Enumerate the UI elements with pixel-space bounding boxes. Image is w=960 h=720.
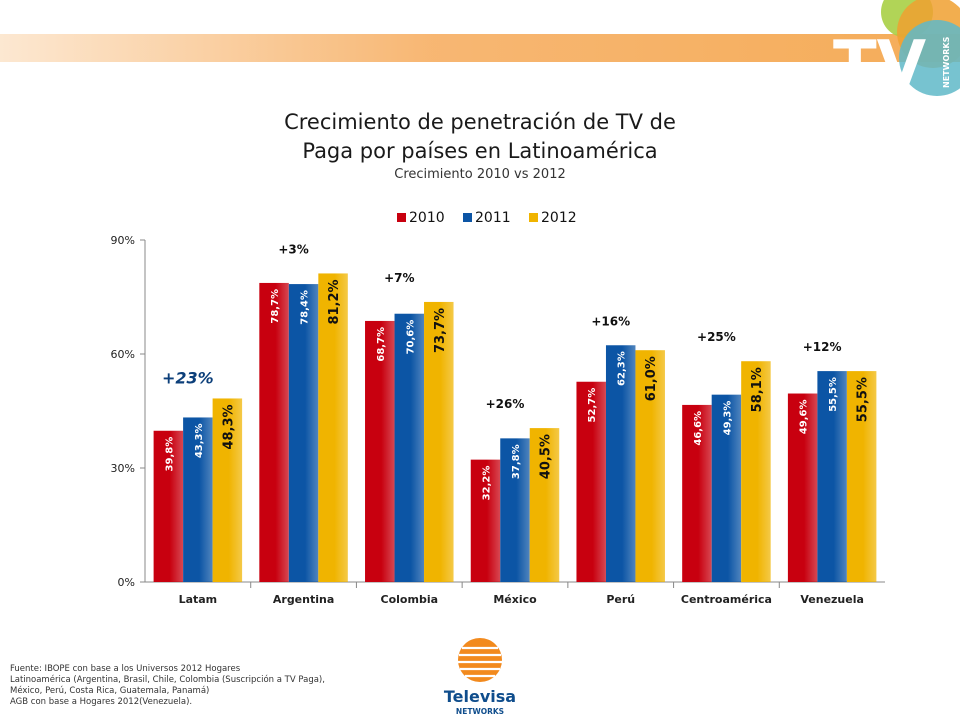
bar-2010 (259, 282, 289, 582)
growth-label: +7% (384, 271, 414, 285)
logo-networks-text: NETWORKS (942, 36, 951, 88)
bar-2011 (711, 394, 742, 582)
growth-label: +16% (591, 314, 630, 328)
bar-data-label: 62,3% (617, 351, 628, 386)
growth-label: +12% (803, 340, 842, 354)
bar-2011 (288, 284, 319, 582)
source-line-1: Fuente: IBOPE con base a los Universos 2… (10, 664, 241, 674)
x-tick-label: Perú (606, 593, 635, 606)
growth-label: +26% (486, 397, 525, 411)
televisa-logo: Televisa NETWORKS (444, 638, 516, 716)
y-tick-label: 60% (111, 348, 135, 361)
bar-2012 (424, 301, 454, 582)
bar-2012 (635, 350, 665, 582)
bar-2010 (365, 320, 395, 582)
legend-label: 2011 (475, 210, 511, 226)
bar-data-label: 48,3% (221, 404, 236, 449)
bar-2012 (529, 428, 560, 582)
bar-2012 (741, 361, 771, 582)
bar-data-label: 68,7% (376, 327, 387, 362)
bar-2010 (153, 430, 184, 582)
chart-title: Crecimiento de penetración de TV de Paga… (230, 108, 730, 166)
legend-label: 2012 (541, 210, 577, 226)
bar-data-label: 78,7% (270, 289, 281, 324)
bar-2010 (576, 381, 606, 582)
x-tick-label: Venezuela (800, 593, 864, 606)
bar-2011 (183, 417, 213, 582)
legend-swatch-2012 (529, 213, 538, 222)
legend-label: 2010 (409, 210, 445, 226)
y-tick-label: 90% (111, 234, 135, 247)
bar-data-label: 49,6% (799, 400, 810, 435)
bar-2012 (318, 273, 348, 582)
growth-label: +25% (697, 330, 736, 344)
header-decor-bar (0, 34, 960, 62)
bar-data-label: 55,5% (828, 377, 839, 412)
source-note: Fuente: IBOPE con base a los Universos 2… (10, 664, 410, 708)
logo-tv-text: TV (833, 28, 927, 100)
bar-2010 (787, 393, 818, 582)
x-tick-label: Argentina (273, 593, 334, 606)
y-tick-label: 30% (111, 462, 135, 475)
bar-data-label: 58,1% (750, 367, 765, 412)
chart-subtitle: Crecimiento 2010 vs 2012 (394, 167, 566, 182)
televisa-networks-text: NETWORKS (456, 707, 504, 716)
bar-data-label: 52,7% (587, 388, 598, 423)
bar-data-label: 78,4% (300, 290, 311, 325)
bar-data-label: 49,3% (722, 401, 733, 436)
bar-2010 (470, 459, 501, 582)
tv-networks-logo: TV NETWORKS (833, 0, 960, 100)
bar-2011 (394, 313, 425, 582)
source-line-3: México, Perú, Costa Rica, Guatemala, Pan… (10, 686, 210, 696)
x-tick-label: Latam (179, 593, 218, 606)
source-line-4: AGB con base a Hogares 2012(Venezuela). (10, 697, 193, 707)
legend-swatch-2010 (397, 213, 406, 222)
bar-data-label: 39,8% (164, 437, 175, 472)
bar-data-label: 37,8% (511, 444, 522, 479)
chart-title-line-1: Crecimiento de penetración de TV de (284, 110, 676, 134)
bar-2012 (212, 398, 243, 582)
bar-2011 (500, 438, 530, 582)
x-tick-label: México (493, 593, 537, 606)
bar-data-label: 81,2% (327, 279, 342, 324)
source-line-2: Latinoamérica (Argentina, Brasil, Chile,… (10, 675, 325, 685)
legend-swatch-2011 (463, 213, 472, 222)
bar-2011 (817, 371, 847, 582)
bar-chart: 0% 30% 60% 90% 39,8% 43,3% 48,3% Latam +23% 78,7%… (111, 210, 885, 606)
bar-data-label: 73,7% (433, 308, 448, 353)
growth-label: +23% (162, 368, 214, 387)
bar-data-label: 61,0% (644, 356, 659, 401)
bar-2010 (682, 404, 712, 582)
bar-data-label: 40,5% (539, 434, 554, 479)
bar-data-label: 46,6% (693, 411, 704, 446)
bar-2012 (846, 371, 877, 582)
logo-circle-teal (899, 20, 960, 96)
y-tick-label: 0% (118, 576, 135, 589)
televisa-sphere-lines (458, 646, 502, 678)
bar-data-label: 43,3% (194, 423, 205, 458)
growth-label: +3% (278, 242, 308, 256)
x-tick-label: Centroamérica (681, 593, 772, 606)
bar-data-label: 70,6% (405, 320, 416, 355)
bar-2011 (605, 345, 636, 582)
bar-data-label: 32,2% (482, 466, 493, 501)
x-tick-label: Colombia (381, 593, 439, 606)
televisa-text: Televisa (444, 687, 516, 706)
chart-title-line-2: Paga por países en Latinoamérica (302, 139, 658, 163)
bar-data-label: 55,5% (856, 377, 871, 422)
